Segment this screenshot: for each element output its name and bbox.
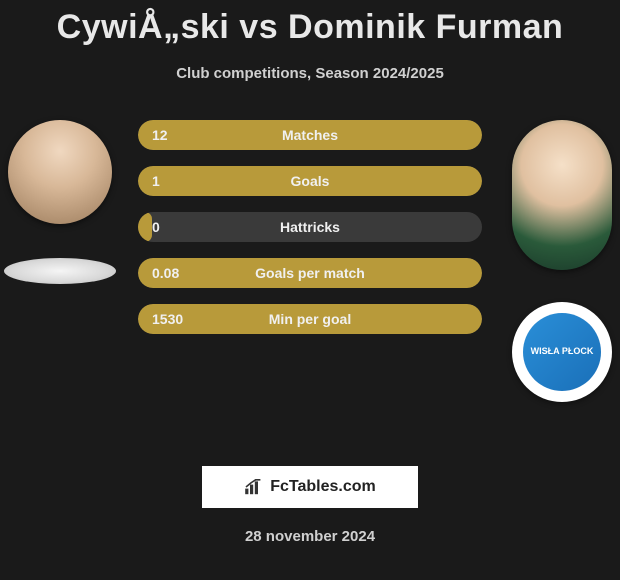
stat-row-goals: 1 Goals: [138, 166, 482, 196]
stat-label: Hattricks: [138, 212, 482, 242]
stat-label: Goals per match: [138, 258, 482, 288]
stat-label: Min per goal: [138, 304, 482, 334]
player-left: [8, 120, 116, 284]
stats-list: 12 Matches 1 Goals 0 Hattricks 0.08 Goal…: [138, 120, 482, 350]
comparison-area: WISŁA PŁOCK 12 Matches 1 Goals 0 Hattric…: [0, 120, 620, 420]
club-badge: WISŁA PŁOCK: [512, 302, 612, 402]
subtitle: Club competitions, Season 2024/2025: [0, 65, 620, 82]
club-badge-inner: WISŁA PŁOCK: [523, 313, 601, 391]
stat-row-gpm: 0.08 Goals per match: [138, 258, 482, 288]
date-label: 28 november 2024: [0, 528, 620, 545]
player-right: WISŁA PŁOCK: [512, 120, 612, 402]
stat-label: Matches: [138, 120, 482, 150]
page-title: CywiÅ„ski vs Dominik Furman: [0, 0, 620, 47]
player-right-photo: [512, 120, 612, 270]
branding-box: FcTables.com: [202, 466, 418, 508]
branding-text: FcTables.com: [270, 478, 376, 496]
stat-row-mpg: 1530 Min per goal: [138, 304, 482, 334]
player-left-photo: [8, 120, 112, 224]
stat-label: Goals: [138, 166, 482, 196]
stat-row-matches: 12 Matches: [138, 120, 482, 150]
player-left-shadow: [4, 258, 116, 284]
chart-icon: [244, 479, 264, 495]
stat-row-hattricks: 0 Hattricks: [138, 212, 482, 242]
